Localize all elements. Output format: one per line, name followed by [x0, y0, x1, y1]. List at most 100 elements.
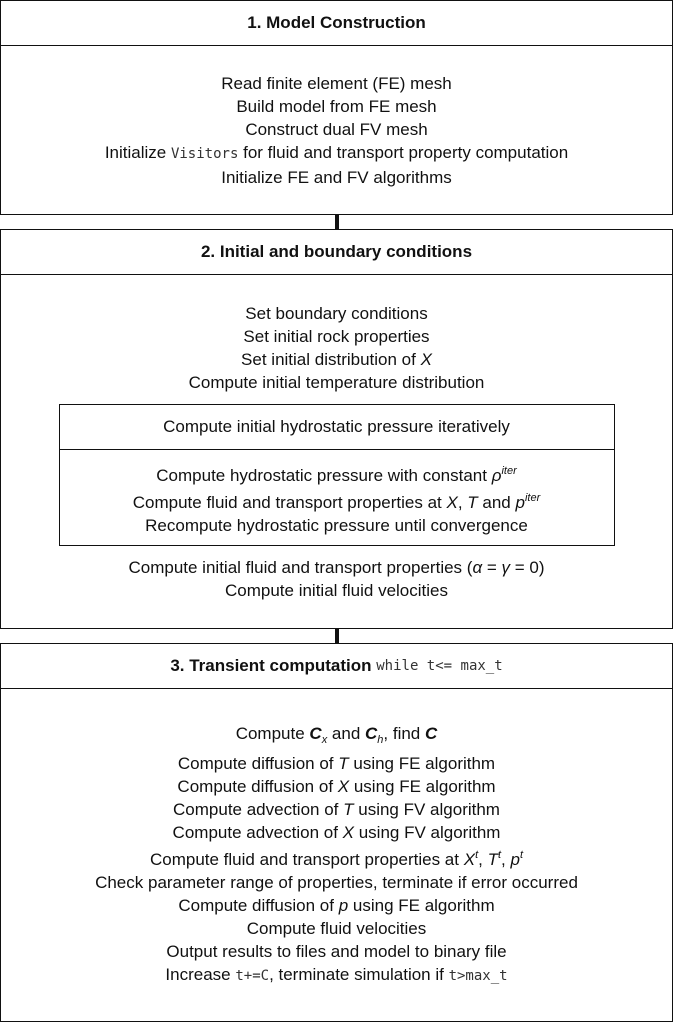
text-run: T: [467, 492, 478, 512]
text-line: Initialize Visitors for fluid and transp…: [105, 141, 568, 166]
text-run: Visitors: [170, 145, 239, 162]
text-run: using FV algorithm: [353, 800, 500, 819]
text-run: Initialize: [104, 142, 171, 162]
text-run: =: [482, 557, 502, 577]
text-line: Set initial rock properties: [243, 325, 429, 348]
text-run: γ: [501, 557, 511, 577]
text-run: X: [342, 823, 354, 842]
text-run: ,: [457, 492, 468, 512]
text-run: and: [477, 492, 516, 512]
text-line: Output results to files and model to bin…: [166, 940, 506, 963]
text-line: Read finite element (FE) mesh: [221, 72, 452, 95]
text-run: Set initial rock properties: [243, 326, 430, 346]
text-run: X: [446, 492, 458, 512]
text-run: using FE algorithm: [349, 777, 496, 796]
text-run: α: [472, 557, 483, 577]
section-body: Compute Cx and Ch, find C Compute diffusi…: [1, 689, 672, 1021]
text-run: ,: [501, 850, 511, 869]
connector: [335, 215, 339, 229]
text-run: p: [515, 492, 525, 512]
text-run: Recompute hydrostatic pressure until con…: [145, 515, 528, 535]
text-line: Compute initial temperature distribution: [189, 371, 485, 394]
inner-box: Compute initial hydrostatic pressure ite…: [58, 403, 615, 546]
text-run: Compute advection of: [173, 800, 344, 819]
text-run: T: [338, 754, 349, 773]
text-run: T: [343, 800, 354, 819]
text-run: Compute fluid and transport properties a…: [132, 492, 447, 512]
text-run: , terminate simulation if: [269, 965, 449, 984]
text-run: t>max_t: [448, 968, 508, 984]
inner-body: Compute hydrostatic pressure with consta…: [60, 450, 614, 545]
text-run: using FE algorithm: [348, 896, 495, 915]
text-run: t+=C: [235, 968, 270, 984]
text-line: Compute initial fluid and transport prop…: [128, 556, 544, 579]
section-header: Compute initial hydrostatic pressure ite…: [59, 405, 614, 450]
text-line: Compute diffusion of p using FE algorith…: [178, 894, 494, 917]
text-run: C: [309, 724, 322, 743]
text-line: Increase t+=C, terminate simulation if t…: [165, 963, 507, 988]
text-run: while t<= max_t: [376, 658, 503, 674]
section-header: 3. Transient computation while t<= max_t: [1, 644, 672, 689]
text-run: Compute initial temperature distribution: [188, 372, 485, 392]
text-line: Build model from FE mesh: [236, 95, 436, 118]
text-line: Compute advection of T using FV algorith…: [173, 798, 500, 821]
text-run: X: [337, 777, 350, 796]
text-run: Compute: [235, 724, 310, 743]
text-run: Build model from FE mesh: [236, 96, 437, 116]
text-run: Compute hydrostatic pressure with consta…: [156, 465, 492, 485]
text-line: Compute fluid velocities: [247, 917, 427, 940]
text-line: Recompute hydrostatic pressure until con…: [145, 514, 528, 537]
text-run: and: [327, 724, 365, 743]
text-run: Output results to files and model to bin…: [166, 942, 507, 961]
text-run: Increase: [165, 965, 236, 984]
text-run: iter: [501, 464, 517, 477]
section-body: Set boundary conditions Set initial rock …: [1, 275, 672, 628]
text-run: Check parameter range of properties, ter…: [95, 873, 578, 892]
text-run: p: [510, 850, 520, 869]
text-run: Compute diffusion of: [177, 754, 339, 773]
section-header: 2. Initial and boundary conditions: [1, 230, 672, 275]
text-run: t: [475, 849, 479, 861]
text-run: ρ: [491, 465, 502, 485]
text-run: X: [420, 349, 432, 369]
text-line: Check parameter range of properties, ter…: [95, 871, 578, 894]
connector: [335, 629, 339, 643]
text-run: Compute diffusion of: [177, 777, 338, 796]
text-run: Compute initial fluid velocities: [225, 580, 448, 600]
text-run: C: [365, 724, 378, 743]
section-box: 2. Initial and boundary conditions Set bo…: [0, 229, 673, 629]
text-run: , find: [383, 724, 425, 743]
text-run: Set boundary conditions: [245, 303, 428, 323]
text-run: iter: [524, 491, 541, 504]
section-body: Read finite element (FE) mesh Build model…: [1, 46, 672, 214]
text-run: p: [338, 896, 349, 915]
text-line: Initialize FE and FV algorithms: [221, 166, 452, 189]
text-run: Initialize FE and FV algorithms: [221, 167, 452, 187]
text-run: Compute initial fluid and transport prop…: [128, 557, 473, 577]
text-run: x: [321, 734, 328, 746]
text-run: using FE algorithm: [348, 754, 496, 773]
text-line: Set boundary conditions: [245, 302, 427, 325]
text-run: Compute fluid velocities: [246, 919, 427, 938]
text-line: Set initial distribution of X: [241, 348, 432, 371]
text-line: Compute fluid and transport properties a…: [133, 487, 540, 514]
section-header: 1. Model Construction: [1, 1, 672, 46]
text-run: T: [487, 850, 498, 869]
section-box: 1. Model Construction Read finite element…: [0, 0, 673, 215]
text-run: Compute advection of: [172, 823, 343, 842]
text-run: t: [497, 849, 502, 861]
section-box: 3. Transient computation while t<= max_t…: [0, 643, 673, 1022]
text-line: Construct dual FV mesh: [245, 118, 427, 141]
text-run: C: [425, 724, 438, 743]
text-line: Compute diffusion of X using FE algorith…: [177, 775, 495, 798]
text-run: t: [519, 849, 524, 861]
text-run: h: [377, 734, 384, 746]
text-line: Compute advection of X using FV algorith…: [173, 821, 501, 844]
text-run: Compute diffusion of: [178, 896, 339, 915]
text-run: X: [463, 850, 476, 869]
text-line: Compute diffusion of T using FE algorith…: [178, 752, 495, 775]
text-run: = 0): [510, 557, 545, 577]
text-run: Set initial distribution of: [241, 349, 421, 369]
text-run: Construct dual FV mesh: [245, 119, 428, 139]
